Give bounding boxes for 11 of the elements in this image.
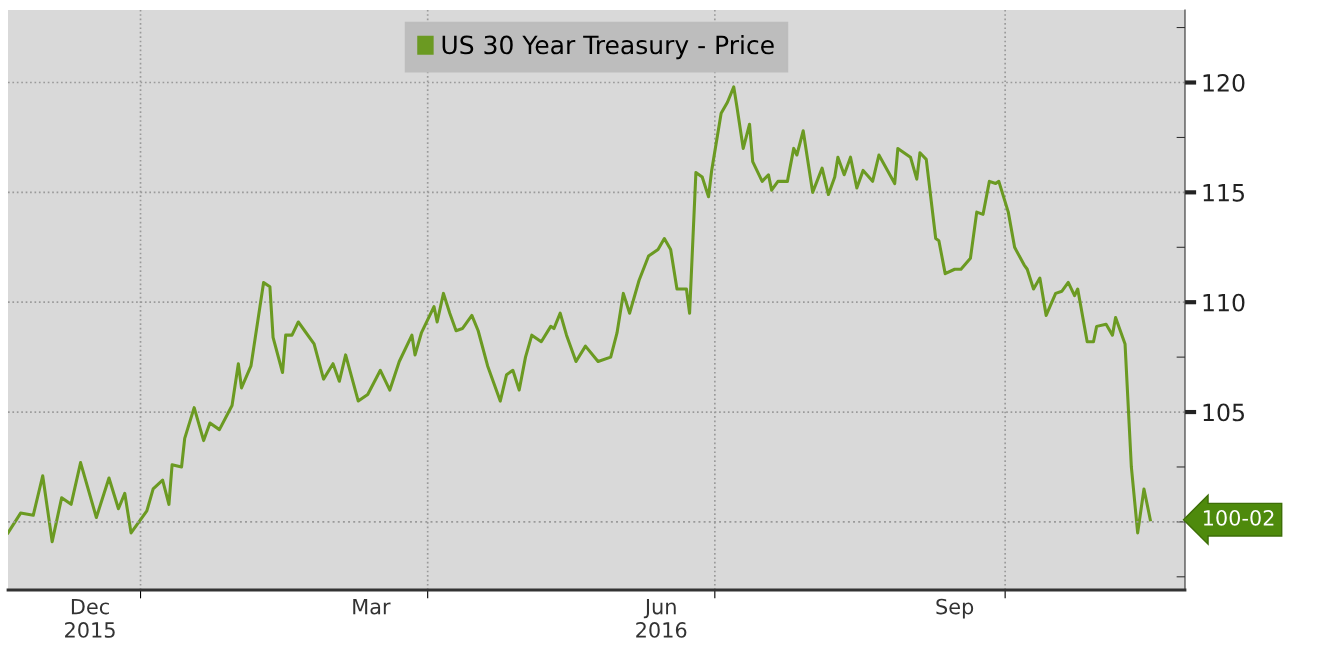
y-tick-label: 120 — [1203, 73, 1245, 92]
line-series — [8, 85, 1152, 544]
x-tick-label: Sep — [936, 598, 974, 619]
legend-label: US 30 Year Treasury - Price — [442, 35, 774, 60]
x-tick-label: Jun 2016 — [636, 598, 687, 638]
x-tick-label: Mar — [353, 598, 391, 615]
text: 100-02 — [1203, 509, 1274, 526]
x-tick-label: Dec 2015 — [65, 598, 115, 638]
y-tick-label: 115 — [1203, 184, 1244, 202]
y-tick-label: 105 — [1203, 403, 1244, 422]
y-tick-label: 110 — [1203, 293, 1245, 312]
